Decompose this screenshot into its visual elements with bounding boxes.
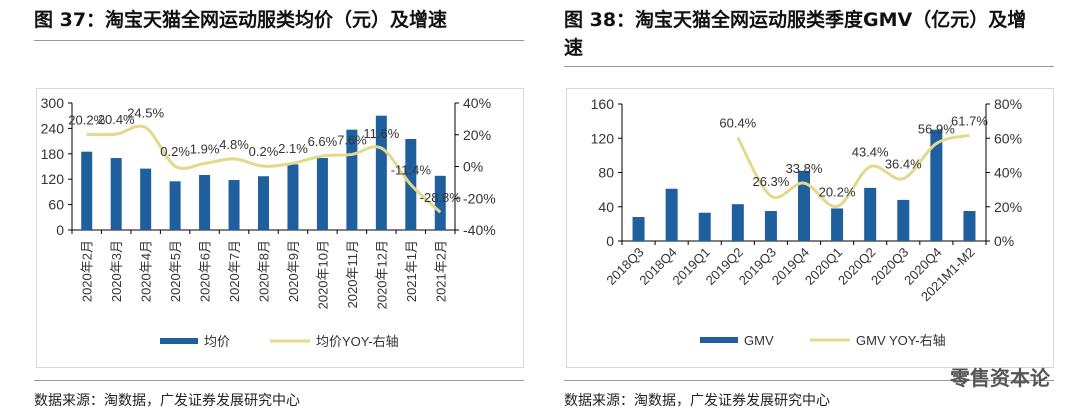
data-label: 6.6% — [308, 134, 338, 149]
right-source: 数据来源：淘数据，广发证券发展研究中心 — [564, 393, 830, 409]
x-tick-label: 2020年2月 — [80, 240, 95, 302]
data-label: 20.4% — [98, 112, 135, 127]
data-label: -28.8% — [420, 190, 462, 205]
legend-swatch-bar — [160, 338, 198, 344]
data-label: 11.6% — [363, 126, 399, 141]
x-tick-label: 2020年4月 — [139, 240, 154, 302]
data-label: 33.8% — [786, 161, 823, 176]
data-label: 56.9% — [918, 122, 955, 137]
y-tick-label: 240 — [41, 120, 65, 136]
y2-tick-label: 20% — [994, 199, 1022, 215]
bar — [140, 168, 152, 230]
y-tick-label: 300 — [41, 95, 65, 111]
data-label: 4.8% — [219, 137, 249, 152]
data-label: -11.4% — [391, 163, 432, 178]
divider — [34, 40, 524, 41]
bar — [698, 212, 711, 241]
y-tick-label: 0 — [56, 222, 64, 238]
y-tick-label: 40 — [598, 199, 614, 215]
bar — [798, 170, 810, 241]
data-label: 20.2% — [819, 184, 856, 199]
y-tick-label: 120 — [591, 130, 615, 146]
legend-swatch-bar — [700, 337, 738, 343]
yoy-line — [736, 133, 970, 208]
legend-label-bar: GMV — [744, 333, 774, 348]
x-tick-label: 2020年10月 — [315, 240, 330, 309]
bar — [258, 176, 269, 230]
y2-tick-label: -40% — [463, 222, 496, 238]
bar — [632, 217, 645, 241]
y-tick-label: 80 — [598, 165, 614, 181]
bar — [434, 175, 446, 230]
data-label: 60.4% — [719, 116, 756, 131]
x-tick-label: 2021年2月 — [433, 240, 448, 302]
x-tick-label: 2020年3月 — [109, 240, 124, 302]
x-tick-label: 2020年11月 — [345, 240, 360, 308]
bar — [110, 158, 122, 230]
y2-tick-label: 20% — [463, 127, 491, 143]
x-tick-label: 2020年12月 — [374, 240, 389, 309]
x-tick-label: 2020年8月 — [257, 240, 272, 302]
y2-tick-label: 40% — [463, 95, 491, 111]
divider — [564, 380, 1054, 381]
bar — [346, 129, 358, 230]
data-label: 1.9% — [190, 141, 220, 156]
bar — [287, 164, 299, 230]
data-label: 0.2% — [160, 144, 190, 159]
y2-tick-label: -20% — [463, 190, 496, 206]
right-chart-title: 图 38：淘宝天猫全网运动服类季度GMV（亿元）及增速 — [564, 9, 1027, 59]
y2-tick-label: 0% — [994, 233, 1014, 249]
legend-label-line: 均价YOY-右轴 — [316, 334, 399, 349]
y2-tick-label: 0% — [463, 159, 483, 175]
bar — [764, 211, 777, 241]
bar — [375, 115, 387, 230]
bar — [81, 151, 93, 230]
data-label: 24.5% — [127, 106, 164, 121]
y-tick-label: 180 — [41, 146, 65, 162]
bar — [831, 208, 844, 241]
x-tick-label: 2020年9月 — [286, 240, 301, 302]
bar — [316, 158, 328, 230]
y2-tick-label: 60% — [994, 130, 1022, 146]
bar — [169, 181, 181, 230]
bar — [897, 199, 910, 241]
x-tick-label: 2020年5月 — [168, 240, 183, 302]
left-chart-title: 图 37：淘宝天猫全网运动服类均价（元）及增速 — [34, 9, 448, 31]
legend-label-line: GMV YOY-右轴 — [856, 333, 946, 348]
bar — [963, 211, 976, 241]
divider — [564, 66, 1054, 67]
bar — [864, 187, 877, 241]
y-tick-label: 120 — [41, 171, 65, 187]
watermark: 零售资本论 — [950, 366, 1050, 390]
data-label: 0.2% — [249, 144, 279, 159]
y2-tick-label: 40% — [994, 165, 1022, 181]
x-tick-label: 2020年7月 — [227, 240, 242, 302]
y2-tick-label: 80% — [994, 96, 1022, 112]
data-label: 20.2% — [68, 112, 105, 127]
data-label: 7.6% — [337, 132, 367, 147]
right-chart-frame — [566, 88, 1054, 368]
yoy-line — [86, 124, 442, 214]
data-label: 43.4% — [852, 145, 889, 160]
legend-label-bar: 均价 — [204, 334, 230, 349]
x-tick-label: 2020年6月 — [198, 240, 213, 302]
divider — [34, 380, 524, 381]
bar — [930, 129, 943, 241]
bar — [228, 180, 240, 230]
data-label: 61.7% — [951, 113, 988, 128]
bar — [731, 204, 744, 241]
left-chart-frame — [36, 88, 524, 368]
y-tick-label: 160 — [591, 96, 615, 112]
data-label: 2.1% — [278, 141, 308, 156]
bar — [199, 174, 211, 230]
x-tick-label: 2021年1月 — [404, 240, 419, 302]
bar — [665, 188, 678, 241]
data-label: 26.3% — [752, 174, 789, 189]
y-tick-label: 60 — [48, 197, 64, 213]
left-source: 数据来源：淘数据，广发证券发展研究中心 — [34, 393, 300, 409]
data-label: 36.4% — [885, 157, 922, 172]
y-tick-label: 0 — [606, 233, 614, 249]
